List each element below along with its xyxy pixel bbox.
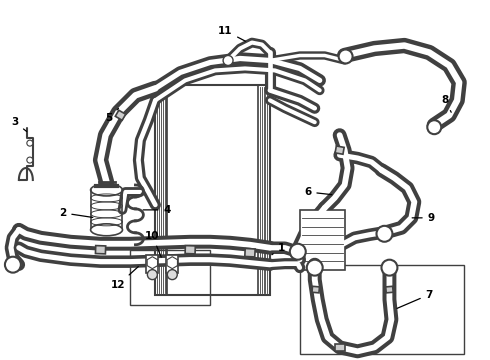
Text: 2: 2: [59, 208, 93, 218]
Text: 9: 9: [412, 213, 435, 223]
Bar: [147, 255, 158, 273]
Circle shape: [5, 257, 21, 273]
Ellipse shape: [91, 224, 122, 236]
Text: 11: 11: [218, 26, 245, 41]
Circle shape: [427, 120, 441, 134]
Circle shape: [223, 55, 233, 66]
Text: 12: 12: [111, 266, 138, 289]
Bar: [258, 85, 270, 294]
Bar: [155, 85, 270, 294]
Circle shape: [382, 260, 397, 276]
Circle shape: [27, 140, 33, 146]
Bar: [96, 246, 106, 254]
Text: 10: 10: [145, 231, 161, 257]
Circle shape: [339, 50, 353, 63]
Circle shape: [27, 157, 33, 163]
Bar: [185, 246, 196, 254]
Circle shape: [376, 226, 392, 242]
Bar: [115, 110, 125, 120]
Text: 3: 3: [11, 117, 26, 131]
Bar: [245, 248, 255, 257]
Text: 5: 5: [105, 108, 119, 123]
Ellipse shape: [91, 184, 122, 196]
Text: 6: 6: [304, 187, 332, 197]
Bar: [300, 265, 464, 354]
Text: 8: 8: [441, 95, 451, 112]
Bar: [300, 210, 344, 270]
Text: 4: 4: [143, 205, 171, 215]
Bar: [386, 286, 393, 293]
Text: 1: 1: [272, 243, 286, 255]
Bar: [335, 344, 344, 351]
Circle shape: [307, 260, 323, 276]
Bar: [166, 255, 178, 273]
Bar: [130, 250, 210, 305]
Circle shape: [290, 244, 306, 260]
Circle shape: [147, 270, 157, 280]
Bar: [335, 146, 344, 154]
Bar: [312, 286, 319, 293]
Circle shape: [167, 270, 177, 280]
Text: 7: 7: [397, 289, 433, 309]
Bar: [155, 85, 167, 294]
